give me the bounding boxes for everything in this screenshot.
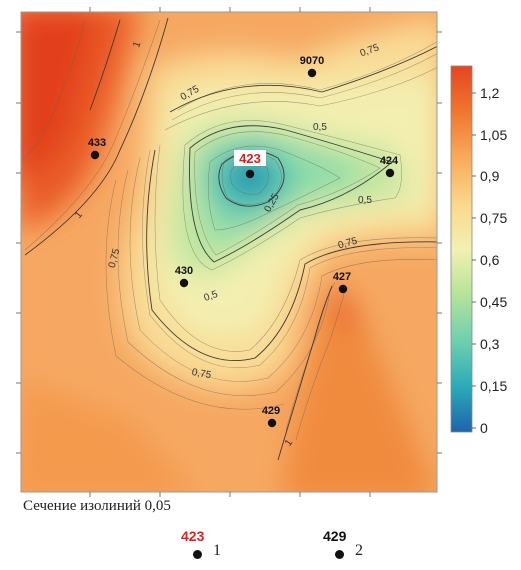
legend-number: 2 [355,542,363,559]
contour-field [21,12,437,492]
well-label: 9070 [300,55,324,67]
colorbar-tick: 0,3 [480,336,500,352]
colorbar-tick: 0,45 [480,294,507,310]
legend-item-regular-well: 429 2 [323,528,393,564]
colorbar-tick: 0,9 [480,168,500,184]
colorbar-tick: 0,75 [480,210,507,226]
well-430[interactable]: 430 [175,265,193,288]
contour-label: 1 [73,209,85,221]
well-427[interactable]: 427 [333,271,351,294]
colorbar-tick: 0 [480,420,488,436]
contour-label: 0,5 [203,289,220,304]
plot-frame [16,7,442,497]
well-9070[interactable]: 9070 [300,55,324,78]
well-424[interactable]: 424 [380,155,399,178]
well-label: 424 [380,155,399,167]
contour-label: 1 [131,40,143,49]
well-433[interactable]: 433 [88,137,106,160]
contour-label: 0,75 [337,236,359,252]
well-label: 427 [333,271,351,283]
colorbar: 1,2 1,05 0,9 0,75 0,6 0,45 0,3 0,15 0 [450,65,507,436]
colorbar-gradient [450,65,473,433]
well-label: 430 [175,265,193,277]
wells: 9070 433 423 424 430 427 429 [88,55,399,428]
contour-label: 0,5 [358,195,372,206]
colorbar-tick: 1,05 [480,127,507,143]
contour-label: 1 [283,437,295,448]
well-label: 429 [262,405,280,417]
colorbar-tick: 1,2 [480,85,500,101]
contour-label: 0,75 [107,247,123,269]
well-label: 433 [88,137,106,149]
legend-code: 429 [323,528,347,544]
isoline-interval-caption: Сечение изолиний 0,05 [23,498,171,514]
well-429[interactable]: 429 [262,405,280,428]
colorbar-tick: 0,6 [480,252,500,268]
well-marker-icon [335,550,344,559]
well-marker-icon [193,550,202,559]
legend-item-highlighted-well: 423 1 [181,528,251,564]
contour-label: 0,75 [191,367,213,381]
well-label-highlighted: 423 [239,151,261,166]
legend-code: 423 [181,528,205,544]
well-423[interactable]: 423 [234,150,266,179]
colorbar-tick: 0,15 [480,378,507,394]
major-isolines [24,17,437,461]
legend-number: 1 [213,542,221,559]
contour-label: 0,5 [313,122,327,133]
